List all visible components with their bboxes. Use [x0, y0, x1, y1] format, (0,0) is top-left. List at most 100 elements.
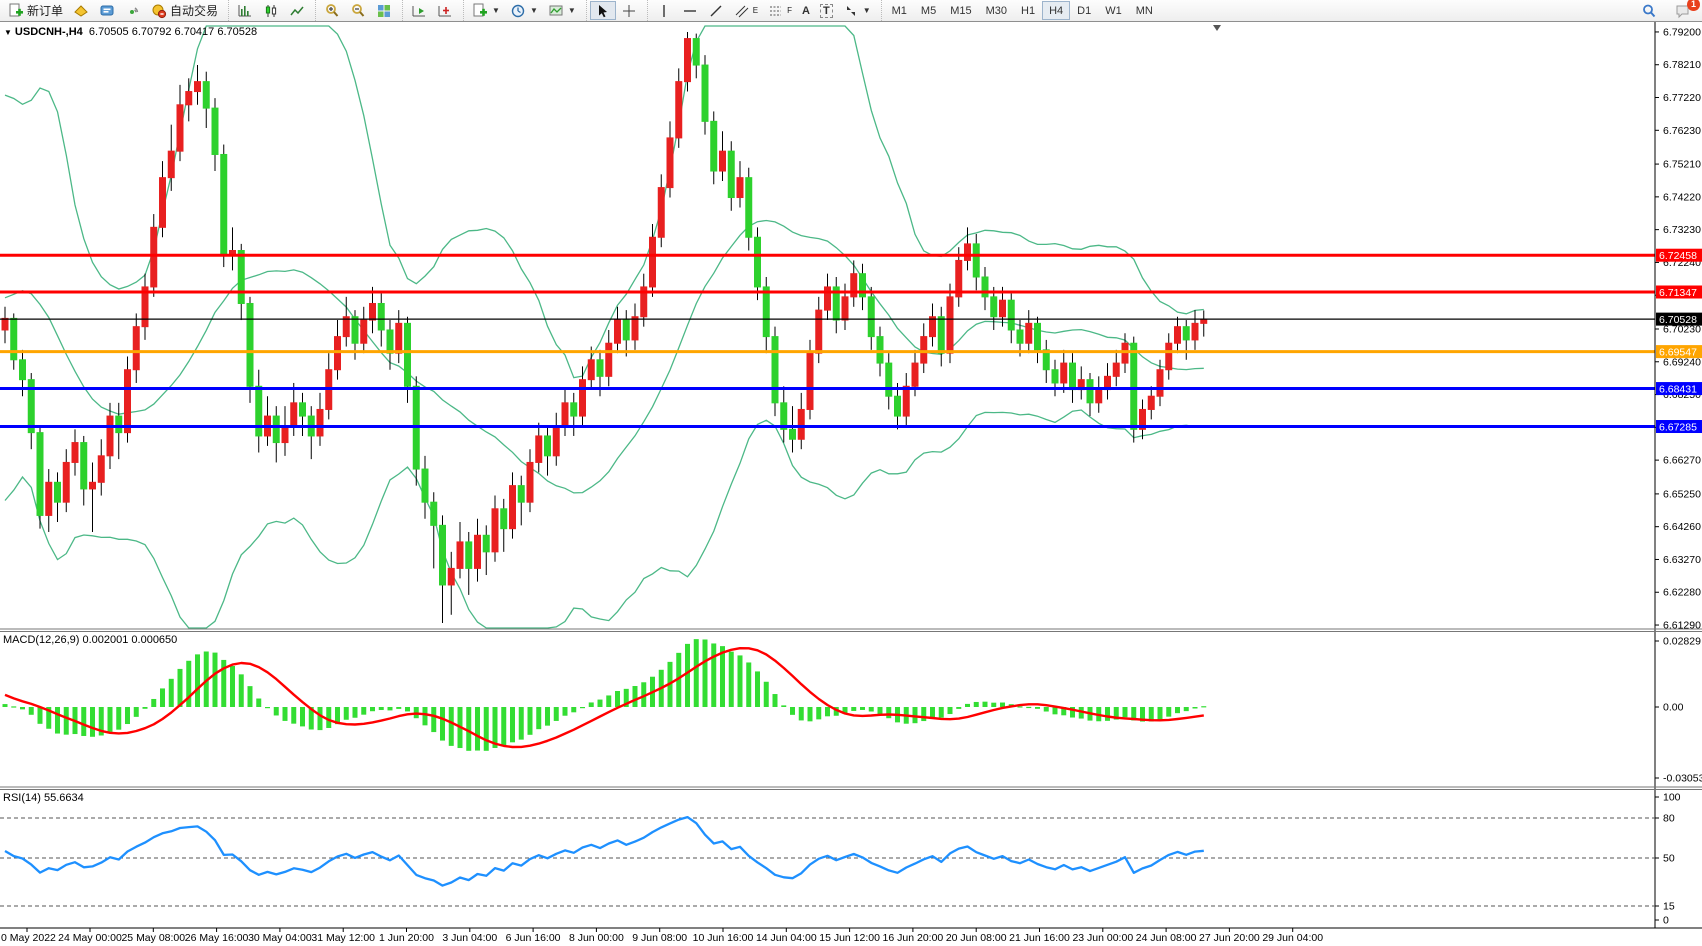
text-button[interactable]: A: [797, 1, 815, 20]
community-icon: [99, 3, 115, 19]
candle-body: [1174, 326, 1181, 344]
candle-body: [789, 428, 796, 440]
periods-button[interactable]: ▼: [505, 1, 543, 20]
timeframe-MN[interactable]: MN: [1129, 1, 1160, 20]
candlestick-chart-button[interactable]: [258, 1, 284, 20]
timeframe-D1[interactable]: D1: [1070, 1, 1098, 20]
tile-windows-button[interactable]: [371, 1, 397, 20]
macd-histogram-bar: [606, 695, 612, 707]
macd-histogram-bar: [151, 698, 157, 707]
candle-body: [430, 501, 438, 526]
equidistant-channel-button[interactable]: E: [729, 1, 763, 20]
candle-body: [990, 296, 998, 318]
macd-histogram-bar: [571, 707, 577, 713]
chart-shift-button[interactable]: [432, 1, 458, 20]
new-chart-button[interactable]: ▼: [467, 1, 505, 20]
candle-body: [500, 508, 508, 530]
macd-histogram-bar: [938, 707, 944, 718]
macd-histogram-bar: [317, 707, 323, 731]
trendline-button[interactable]: [703, 1, 729, 20]
macd-histogram-bar: [160, 688, 165, 707]
zoom-out-button[interactable]: [345, 1, 371, 20]
autotrading-button[interactable]: 自动交易: [146, 1, 223, 20]
channel-letter: E: [752, 6, 759, 15]
candle-body: [377, 302, 385, 331]
symbol-dropdown-icon[interactable]: ▼: [4, 28, 12, 37]
candle-body: [27, 379, 35, 434]
timeframe-M5[interactable]: M5: [914, 1, 943, 20]
macd-histogram-bar: [720, 646, 725, 707]
candle-body: [167, 150, 175, 179]
timeframe-H4[interactable]: H4: [1042, 1, 1071, 20]
bar-chart-button[interactable]: [232, 1, 258, 20]
text-label-button[interactable]: T: [815, 1, 838, 20]
notifications-button[interactable]: 1: [1670, 0, 1700, 20]
signals-button[interactable]: [120, 1, 146, 20]
macd-histogram-bar: [1140, 707, 1145, 722]
auto-scroll-icon: [411, 3, 427, 19]
price-badge: [1656, 345, 1702, 359]
cursor-icon: [595, 3, 611, 19]
candle-body: [867, 296, 875, 338]
line-chart-button[interactable]: [284, 1, 310, 20]
macd-histogram-bar: [580, 707, 585, 709]
time-axis-label: 27 Jun 20:00: [1199, 932, 1260, 944]
macd-histogram-bar: [597, 699, 603, 707]
bollinger-middle-band: [4, 219, 1204, 494]
rsi-line: [4, 815, 1204, 887]
arrows-button[interactable]: ▼: [838, 1, 876, 20]
timeframe-M15[interactable]: M15: [943, 1, 978, 20]
macd-histogram-bar: [203, 651, 209, 707]
time-axis-label: 14 Jun 04:00: [756, 932, 817, 944]
macd-histogram-bar: [553, 707, 559, 721]
macd-histogram-bar: [265, 707, 270, 709]
macd-histogram-bar: [1183, 707, 1189, 712]
gold-icon: [73, 3, 89, 19]
search-button[interactable]: [1636, 1, 1662, 20]
toolbar: 新订单 自动交易: [0, 0, 1702, 22]
macd-histogram-bar: [588, 702, 594, 707]
macd-histogram-bar: [1017, 706, 1023, 708]
cursor-button[interactable]: [589, 1, 616, 20]
new-order-button[interactable]: 新订单: [3, 1, 68, 20]
time-axis-label: 15 Jun 12:00: [819, 932, 880, 944]
candle-body: [124, 369, 131, 434]
deposit-button[interactable]: [68, 1, 94, 20]
candle-body: [596, 359, 604, 377]
macd-histogram-bar: [55, 707, 60, 734]
channel-icon: [734, 3, 750, 19]
candle-body: [929, 316, 936, 338]
time-axis-label: 1 Jun 20:00: [379, 932, 434, 944]
price-badge: [1656, 312, 1702, 326]
price-badge: [1656, 420, 1702, 434]
candle-body: [299, 402, 306, 417]
auto-scroll-button[interactable]: [406, 1, 432, 20]
macd-histogram-bar: [1078, 707, 1084, 719]
timeframe-W1[interactable]: W1: [1098, 1, 1129, 20]
candle-body: [1200, 318, 1208, 324]
symbol-period: USDCNH-,H4: [14, 26, 83, 38]
community-button[interactable]: [94, 1, 120, 20]
fibo-letter: F: [787, 6, 793, 15]
candle-body: [1051, 369, 1059, 384]
timeframe-H1[interactable]: H1: [1014, 1, 1042, 20]
vertical-line-button[interactable]: [651, 1, 677, 20]
macd-histogram-bar: [1070, 707, 1075, 718]
macd-label: MACD(12,26,9) 0.002001 0.000650: [3, 634, 178, 646]
horizontal-line-button[interactable]: [677, 1, 703, 20]
timeframe-M1[interactable]: M1: [885, 1, 914, 20]
candle-body: [334, 336, 341, 371]
chart-shift-marker[interactable]: [1213, 25, 1221, 31]
price-axis-tick-label: 6.69240: [1663, 356, 1701, 368]
candle-body: [937, 316, 945, 354]
templates-button[interactable]: ▼: [543, 1, 581, 20]
timeframe-M30[interactable]: M30: [979, 1, 1014, 20]
candle-body: [832, 286, 840, 321]
candle-body: [850, 273, 858, 298]
new-order-icon: [8, 3, 24, 19]
zoom-in-button[interactable]: [319, 1, 345, 20]
macd-histogram-bar: [440, 707, 445, 741]
fibonacci-button[interactable]: F: [763, 1, 797, 20]
crosshair-button[interactable]: [616, 1, 642, 20]
